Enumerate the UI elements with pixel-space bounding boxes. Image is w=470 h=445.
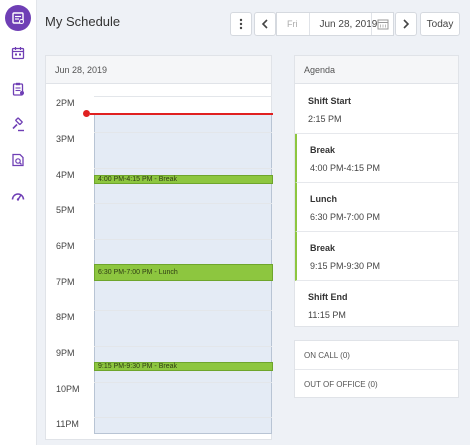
agenda-item[interactable]: Shift End 11:15 PM xyxy=(295,281,458,330)
sidebar-item-calendar[interactable] xyxy=(5,40,31,66)
out-of-office-label: OUT OF OFFICE (0) xyxy=(304,380,378,389)
event-break[interactable]: 4:00 PM-4:15 PM - Break xyxy=(94,175,273,184)
gavel-icon xyxy=(12,117,24,132)
on-call-row[interactable]: ON CALL (0) xyxy=(295,341,458,370)
gauge-icon xyxy=(11,193,25,201)
hour-label: 11PM xyxy=(56,419,79,429)
sidebar-item-dashboard[interactable] xyxy=(5,183,31,209)
clipboard-icon xyxy=(12,82,24,96)
hour-gridline xyxy=(94,203,272,204)
hour-gridline xyxy=(94,132,272,133)
page-title: My Schedule xyxy=(45,14,121,29)
vertical-dots-icon xyxy=(239,18,243,30)
agenda-item-time: 2:15 PM xyxy=(308,114,342,124)
more-options-button[interactable] xyxy=(230,12,252,36)
availability-panel: ON CALL (0) OUT OF OFFICE (0) xyxy=(294,340,459,398)
sidebar-item-reports[interactable] xyxy=(5,147,31,173)
date-input[interactable]: Jun 28, 2019 xyxy=(319,18,378,30)
agenda-item-time: 6:30 PM-7:00 PM xyxy=(310,212,381,222)
sidebar xyxy=(0,0,37,445)
hour-gridline xyxy=(94,168,272,169)
day-of-week: Fri xyxy=(287,19,298,29)
agenda-header: Agenda xyxy=(295,56,458,84)
agenda-title: Agenda xyxy=(304,65,336,75)
hour-label: 9PM xyxy=(56,348,75,358)
sidebar-item-requests[interactable] xyxy=(5,76,31,102)
hour-gridline xyxy=(94,239,272,240)
hour-gridline xyxy=(94,310,272,311)
hour-label: 3PM xyxy=(56,134,75,144)
calendar-header: Jun 28, 2019 xyxy=(46,56,271,84)
hour-label: 8PM xyxy=(56,312,75,322)
hour-gridline xyxy=(94,417,272,418)
agenda-item-title: Break xyxy=(310,243,336,253)
today-button[interactable]: Today xyxy=(420,12,460,36)
hour-label: 5PM xyxy=(56,205,75,215)
agenda-item-title: Shift End xyxy=(308,292,348,302)
agenda-item-time: 11:15 PM xyxy=(308,310,346,320)
agenda-item[interactable]: Lunch 6:30 PM-7:00 PM xyxy=(295,183,458,232)
agenda-item-time: 4:00 PM-4:15 PM xyxy=(310,163,381,173)
agenda-panel: Agenda Shift Start 2:15 PM Break 4:00 PM… xyxy=(294,55,459,327)
agenda-item[interactable]: Break 9:15 PM-9:30 PM xyxy=(295,232,458,281)
sidebar-item-my-schedule[interactable] xyxy=(5,5,31,31)
event-lunch[interactable]: 6:30 PM-7:00 PM - Lunch xyxy=(94,264,273,281)
current-time-line xyxy=(90,113,273,115)
divider xyxy=(309,13,310,35)
chevron-left-icon xyxy=(261,19,268,29)
agenda-item[interactable]: Shift Start 2:15 PM xyxy=(295,85,458,134)
divider xyxy=(371,13,372,35)
sidebar-item-bids[interactable] xyxy=(5,112,31,138)
schedule-icon xyxy=(12,12,24,24)
hour-label: 6PM xyxy=(56,241,75,251)
agenda-item-title: Break xyxy=(310,145,336,155)
agenda-item-time: 9:15 PM-9:30 PM xyxy=(310,261,381,271)
agenda-item-title: Shift Start xyxy=(308,96,352,106)
hour-label: 2PM xyxy=(56,98,75,108)
chevron-right-icon xyxy=(403,19,410,29)
hour-label: 7PM xyxy=(56,277,75,287)
calendar-icon[interactable] xyxy=(377,18,389,30)
calendar-icon xyxy=(11,47,25,60)
hour-label: 10PM xyxy=(56,384,80,394)
calendar-date-label: Jun 28, 2019 xyxy=(55,65,108,75)
hour-label: 4PM xyxy=(56,170,75,180)
event-break[interactable]: 9:15 PM-9:30 PM - Break xyxy=(94,362,273,371)
agenda-item-title: Lunch xyxy=(310,194,337,204)
document-search-icon xyxy=(12,153,24,167)
date-picker[interactable]: Fri Jun 28, 2019 xyxy=(276,12,394,36)
hour-gridline xyxy=(94,96,272,97)
out-of-office-row[interactable]: OUT OF OFFICE (0) xyxy=(295,370,458,399)
current-time-dot xyxy=(83,110,90,117)
agenda-item[interactable]: Break 4:00 PM-4:15 PM xyxy=(295,134,458,183)
hour-gridline xyxy=(94,382,272,383)
hour-gridline xyxy=(94,346,272,347)
next-day-button[interactable] xyxy=(395,12,417,36)
previous-day-button[interactable] xyxy=(254,12,276,36)
day-calendar: Jun 28, 2019 2PM 3PM 4PM 5PM 6PM 7PM 8PM… xyxy=(45,55,273,440)
on-call-label: ON CALL (0) xyxy=(304,351,350,360)
